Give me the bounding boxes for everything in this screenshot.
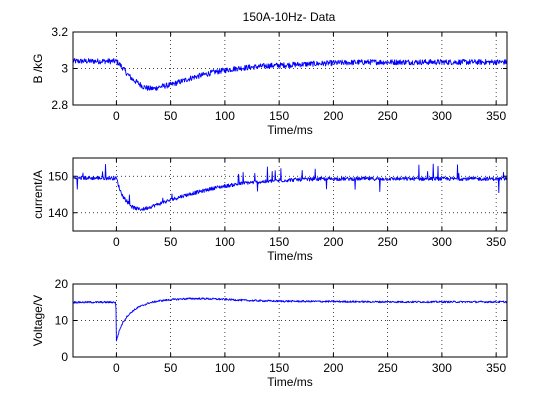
x-tick-label: 350 [486, 361, 506, 375]
x-tick-label: 350 [486, 109, 506, 123]
x-tick-label: 250 [378, 361, 398, 375]
x-tick-label: 250 [378, 235, 398, 249]
x-tick-label: 0 [113, 361, 120, 375]
b-field-panel: 0 50 100 150 200 250 300 350 2.8 3 3.2 Time/ms B /kG [31, 25, 508, 137]
y-tick-label: 0 [61, 350, 68, 364]
x-tick-label: 200 [323, 109, 343, 123]
data-line [72, 297, 508, 342]
x-tick-label: 350 [486, 235, 506, 249]
x-tick-label: 300 [432, 109, 452, 123]
x-tick-label: 50 [164, 109, 178, 123]
y-axis-label: current/A [31, 170, 45, 219]
x-tick-label: 300 [432, 361, 452, 375]
y-tick-label: 10 [55, 314, 69, 328]
data-line [72, 58, 508, 91]
x-axis-label: Time/ms [267, 123, 313, 137]
x-tick-label: 200 [323, 361, 343, 375]
x-tick-label: 100 [215, 235, 235, 249]
x-axis-label: Time/ms [267, 249, 313, 263]
figure-title: 150A-10Hz- Data [243, 10, 336, 24]
x-tick-label: 50 [164, 235, 178, 249]
current-panel: 0 50 100 150 200 250 300 350140150Time/mscurren… [31, 157, 508, 263]
y-tick-label: 3.2 [51, 25, 68, 39]
voltage-panel: 0 50 100 150 200 250 300 350 0 10 20 Time/ms Voltage… [31, 277, 508, 389]
x-tick-label: 50 [164, 361, 178, 375]
y-tick-label: 3 [61, 62, 68, 76]
y-tick-label: 20 [55, 277, 69, 291]
x-tick-label: 150 [269, 235, 289, 249]
plot-area [73, 158, 507, 231]
x-tick-label: 0 [113, 235, 120, 249]
x-tick-label: 100 [215, 109, 235, 123]
x-axis-label: Time/ms [267, 375, 313, 389]
x-tick-label: 150 [269, 109, 289, 123]
y-tick-label: 150 [48, 169, 68, 183]
x-tick-label: 200 [323, 235, 343, 249]
x-tick-label: 150 [269, 361, 289, 375]
x-tick-label: 300 [432, 235, 452, 249]
x-tick-label: 100 [215, 361, 235, 375]
data-line [72, 163, 508, 211]
y-axis-label: B /kG [31, 53, 45, 83]
y-tick-label: 2.8 [51, 98, 68, 112]
y-axis-label: Voltage/V [31, 295, 45, 346]
y-tick-label: 140 [48, 206, 68, 220]
x-tick-label: 250 [378, 109, 398, 123]
x-tick-label: 0 [113, 109, 120, 123]
axes-frame [72, 157, 508, 232]
